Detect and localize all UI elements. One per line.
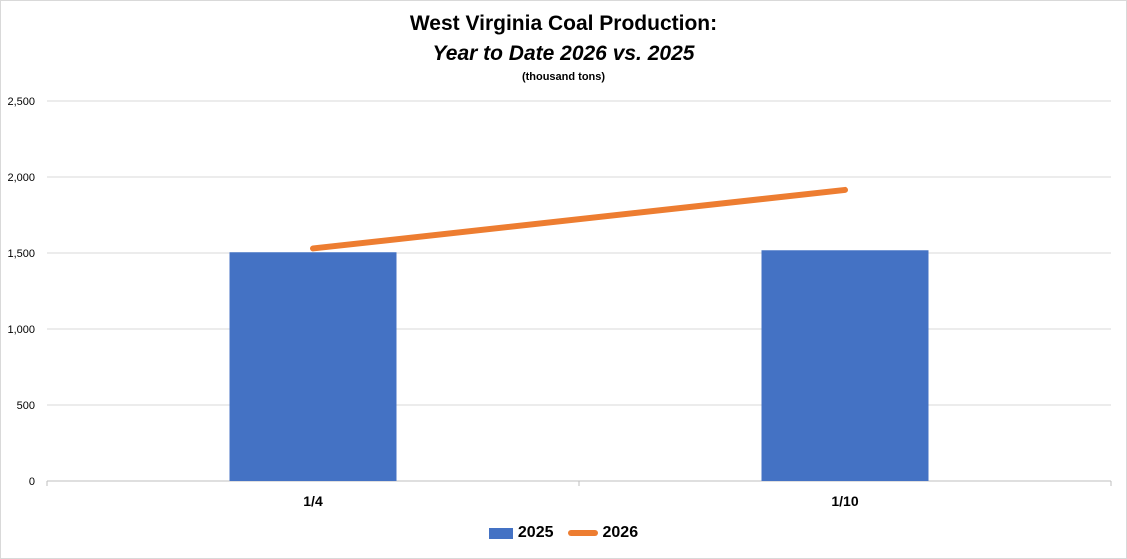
y-tick-label: 500 — [17, 400, 35, 412]
legend-swatch-2025 — [488, 527, 513, 539]
y-tick-label: 0 — [29, 476, 35, 488]
line-2026 — [310, 186, 848, 252]
x-tick-label: 1/4 — [303, 493, 323, 509]
legend-item-2025: 2025 — [488, 524, 554, 542]
y-tick-label: 2,000 — [7, 172, 35, 184]
legend-label-2026: 2026 — [602, 524, 639, 541]
bar-2025-1 — [229, 252, 397, 481]
y-tick-label: 1,000 — [7, 324, 35, 336]
chart-title: West Virginia Coal Production: — [409, 12, 718, 35]
legend: 2025 2026 — [0, 524, 1127, 542]
chart-subtitle: Year to Date 2026 vs. 2025 — [432, 42, 695, 65]
y-tick-label: 2,500 — [7, 96, 35, 108]
legend-swatch-2026 — [567, 530, 598, 536]
legend-item-2026: 2026 — [567, 524, 639, 542]
bar-2025-2 — [761, 250, 929, 481]
x-tick-label: 1/10 — [831, 493, 858, 509]
chart-units: (thousand tons) — [521, 71, 606, 83]
y-tick-label: 1,500 — [7, 248, 35, 260]
legend-label-2025: 2025 — [517, 524, 554, 541]
